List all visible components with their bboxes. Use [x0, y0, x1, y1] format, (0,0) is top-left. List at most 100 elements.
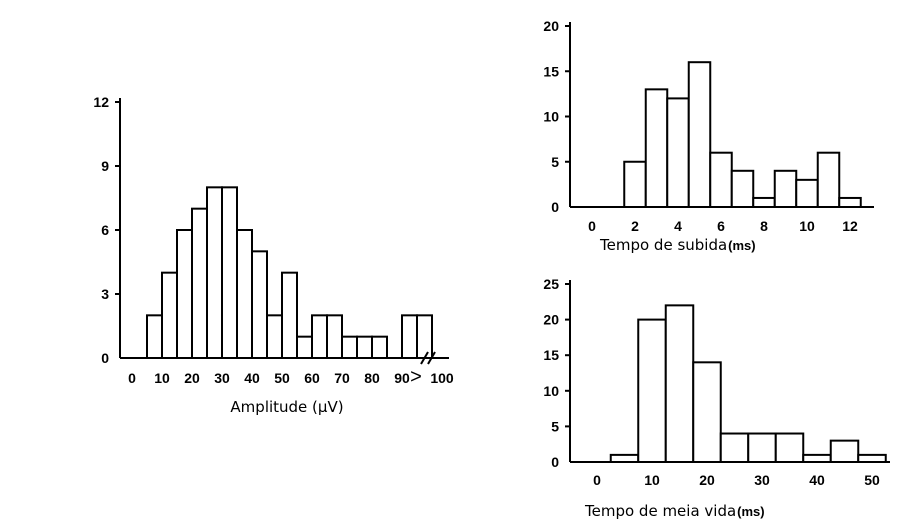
rise-time-x-tick-label: 8 — [760, 218, 768, 234]
amplitude-bars — [146, 186, 433, 360]
half-life-bar — [664, 304, 695, 463]
half-life-bar — [829, 439, 860, 464]
amplitude-histogram: 0 3 6 9 12 0 10 20 30 40 50 60 70 80 90 >100 Amplitude… — [93, 94, 453, 416]
half-life-bar — [747, 432, 777, 463]
amplitude-bar — [341, 335, 358, 359]
amplitude-bar — [311, 314, 328, 360]
amplitude-bar — [236, 229, 253, 359]
half-life-bar — [857, 453, 887, 464]
amplitude-bar — [326, 314, 343, 360]
rise-time-bar — [666, 97, 690, 208]
rise-time-y-tick-label: 20 — [543, 18, 559, 34]
amplitude-bar — [191, 207, 208, 359]
half-life-x-tick-label: 20 — [699, 472, 715, 488]
amplitude-bar — [176, 229, 193, 359]
rise-time-bar — [816, 151, 841, 208]
rise-time-y-tick-label: 15 — [543, 63, 559, 79]
amplitude-x-tick-label: 0 — [128, 370, 136, 386]
rise-time-histogram: 0 5 10 15 20 0 2 4 6 8 10 12 Tempo de subida(ms) — [543, 18, 874, 254]
amplitude-x-tick-label: 80 — [364, 370, 380, 386]
amplitude-axis-break-mark — [420, 351, 429, 365]
amplitude-y-tick-label: 9 — [101, 158, 109, 174]
amplitude-x-tick-label: 50 — [274, 370, 290, 386]
amplitude-axis-break-mark — [427, 351, 436, 365]
amplitude-bar — [401, 314, 418, 360]
half-life-x-tick-label: 0 — [593, 472, 601, 488]
half-life-bar — [774, 432, 805, 463]
amplitude-x-tick-label: 30 — [214, 370, 230, 386]
half-life-bar — [609, 453, 640, 464]
rise-time-x-axis-label: Tempo de subida — [599, 236, 727, 254]
amplitude-bar — [221, 186, 238, 359]
amplitude-bar — [266, 314, 283, 360]
rise-time-x-axis-unit: (ms) — [728, 238, 755, 253]
half-life-x-axis-label: Tempo de meia vida — [584, 502, 736, 520]
half-life-y-tick-label: 25 — [543, 276, 559, 292]
rise-time-bar — [838, 196, 862, 208]
rise-time-y-tick-label: 0 — [551, 199, 559, 215]
half-life-bar — [719, 432, 750, 463]
rise-time-x-tick-label: 0 — [588, 218, 596, 234]
rise-time-bars — [623, 61, 862, 209]
half-life-x-ticks: 0 10 20 30 40 50 — [593, 472, 880, 488]
amplitude-x-tick-label: 70 — [334, 370, 350, 386]
rise-time-x-ticks: 0 2 4 6 8 10 12 — [588, 218, 858, 234]
rise-time-bar — [687, 61, 712, 209]
amplitude-x-tick-label: > — [410, 366, 422, 388]
half-life-x-axis-title: Tempo de meia vida(ms) — [584, 502, 765, 520]
rise-time-bar — [730, 169, 755, 209]
half-life-x-tick-label: 10 — [644, 472, 660, 488]
amplitude-y-ticks: 0 3 6 9 12 — [93, 94, 120, 366]
half-life-x-tick-label: 50 — [864, 472, 880, 488]
amplitude-y-tick-label: 0 — [101, 350, 109, 366]
amplitude-x-tick-label: 10 — [154, 370, 170, 386]
rise-time-bar — [752, 196, 776, 208]
half-life-bars — [609, 304, 887, 464]
half-life-y-tick-label: 0 — [551, 454, 559, 470]
half-life-y-tick-label: 5 — [551, 418, 559, 434]
rise-time-y-tick-label: 10 — [543, 109, 559, 125]
amplitude-bar — [161, 271, 178, 359]
rise-time-bar — [795, 178, 819, 209]
amplitude-x-ticks: 0 10 20 30 40 50 60 70 80 90 >100 — [128, 366, 454, 388]
amplitude-bar — [206, 186, 223, 359]
rise-time-y-tick-label: 5 — [551, 154, 559, 170]
amplitude-y-tick-label: 12 — [93, 94, 109, 110]
amplitude-bar — [146, 314, 163, 360]
amplitude-x-axis-title: Amplitude (μV) — [230, 398, 343, 416]
amplitude-x-tick-label: 90 — [394, 370, 410, 386]
rise-time-x-tick-label: 12 — [842, 218, 858, 234]
half-life-x-tick-label: 40 — [809, 472, 825, 488]
half-life-x-axis-unit: (ms) — [737, 504, 764, 519]
rise-time-x-tick-label: 4 — [674, 218, 682, 234]
half-life-y-tick-label: 20 — [543, 312, 559, 328]
amplitude-bar — [251, 250, 268, 359]
rise-time-bar — [773, 169, 798, 209]
amplitude-y-tick-label: 6 — [101, 222, 109, 238]
half-life-y-tick-label: 15 — [543, 347, 559, 363]
amplitude-bar — [296, 335, 313, 359]
amplitude-bar — [416, 314, 433, 360]
amplitude-bar — [371, 335, 388, 359]
half-life-bar — [692, 361, 722, 464]
rise-time-x-tick-label: 6 — [717, 218, 725, 234]
half-life-bar — [802, 453, 832, 464]
half-life-x-tick-label: 30 — [754, 472, 770, 488]
rise-time-bar — [709, 151, 733, 208]
half-life-y-ticks: 0 5 10 15 20 25 — [543, 276, 570, 470]
amplitude-x-tick-label: 60 — [304, 370, 320, 386]
half-life-bar — [637, 318, 667, 463]
rise-time-y-ticks: 0 5 10 15 20 — [543, 18, 570, 215]
half-life-histogram: 0 5 10 15 20 25 0 10 20 30 40 50 Tempo de meia vid… — [543, 276, 890, 520]
amplitude-x-tick-label: 40 — [244, 370, 260, 386]
amplitude-bar — [356, 335, 373, 359]
rise-time-bar — [623, 160, 647, 208]
rise-time-bar — [644, 88, 669, 208]
amplitude-x-tick-label: 100 — [430, 370, 454, 386]
amplitude-y-tick-label: 3 — [101, 286, 109, 302]
amplitude-x-tick-label: 20 — [184, 370, 200, 386]
half-life-y-tick-label: 10 — [543, 383, 559, 399]
rise-time-x-axis-title: Tempo de subida(ms) — [599, 236, 756, 254]
rise-time-x-tick-label: 10 — [799, 218, 815, 234]
